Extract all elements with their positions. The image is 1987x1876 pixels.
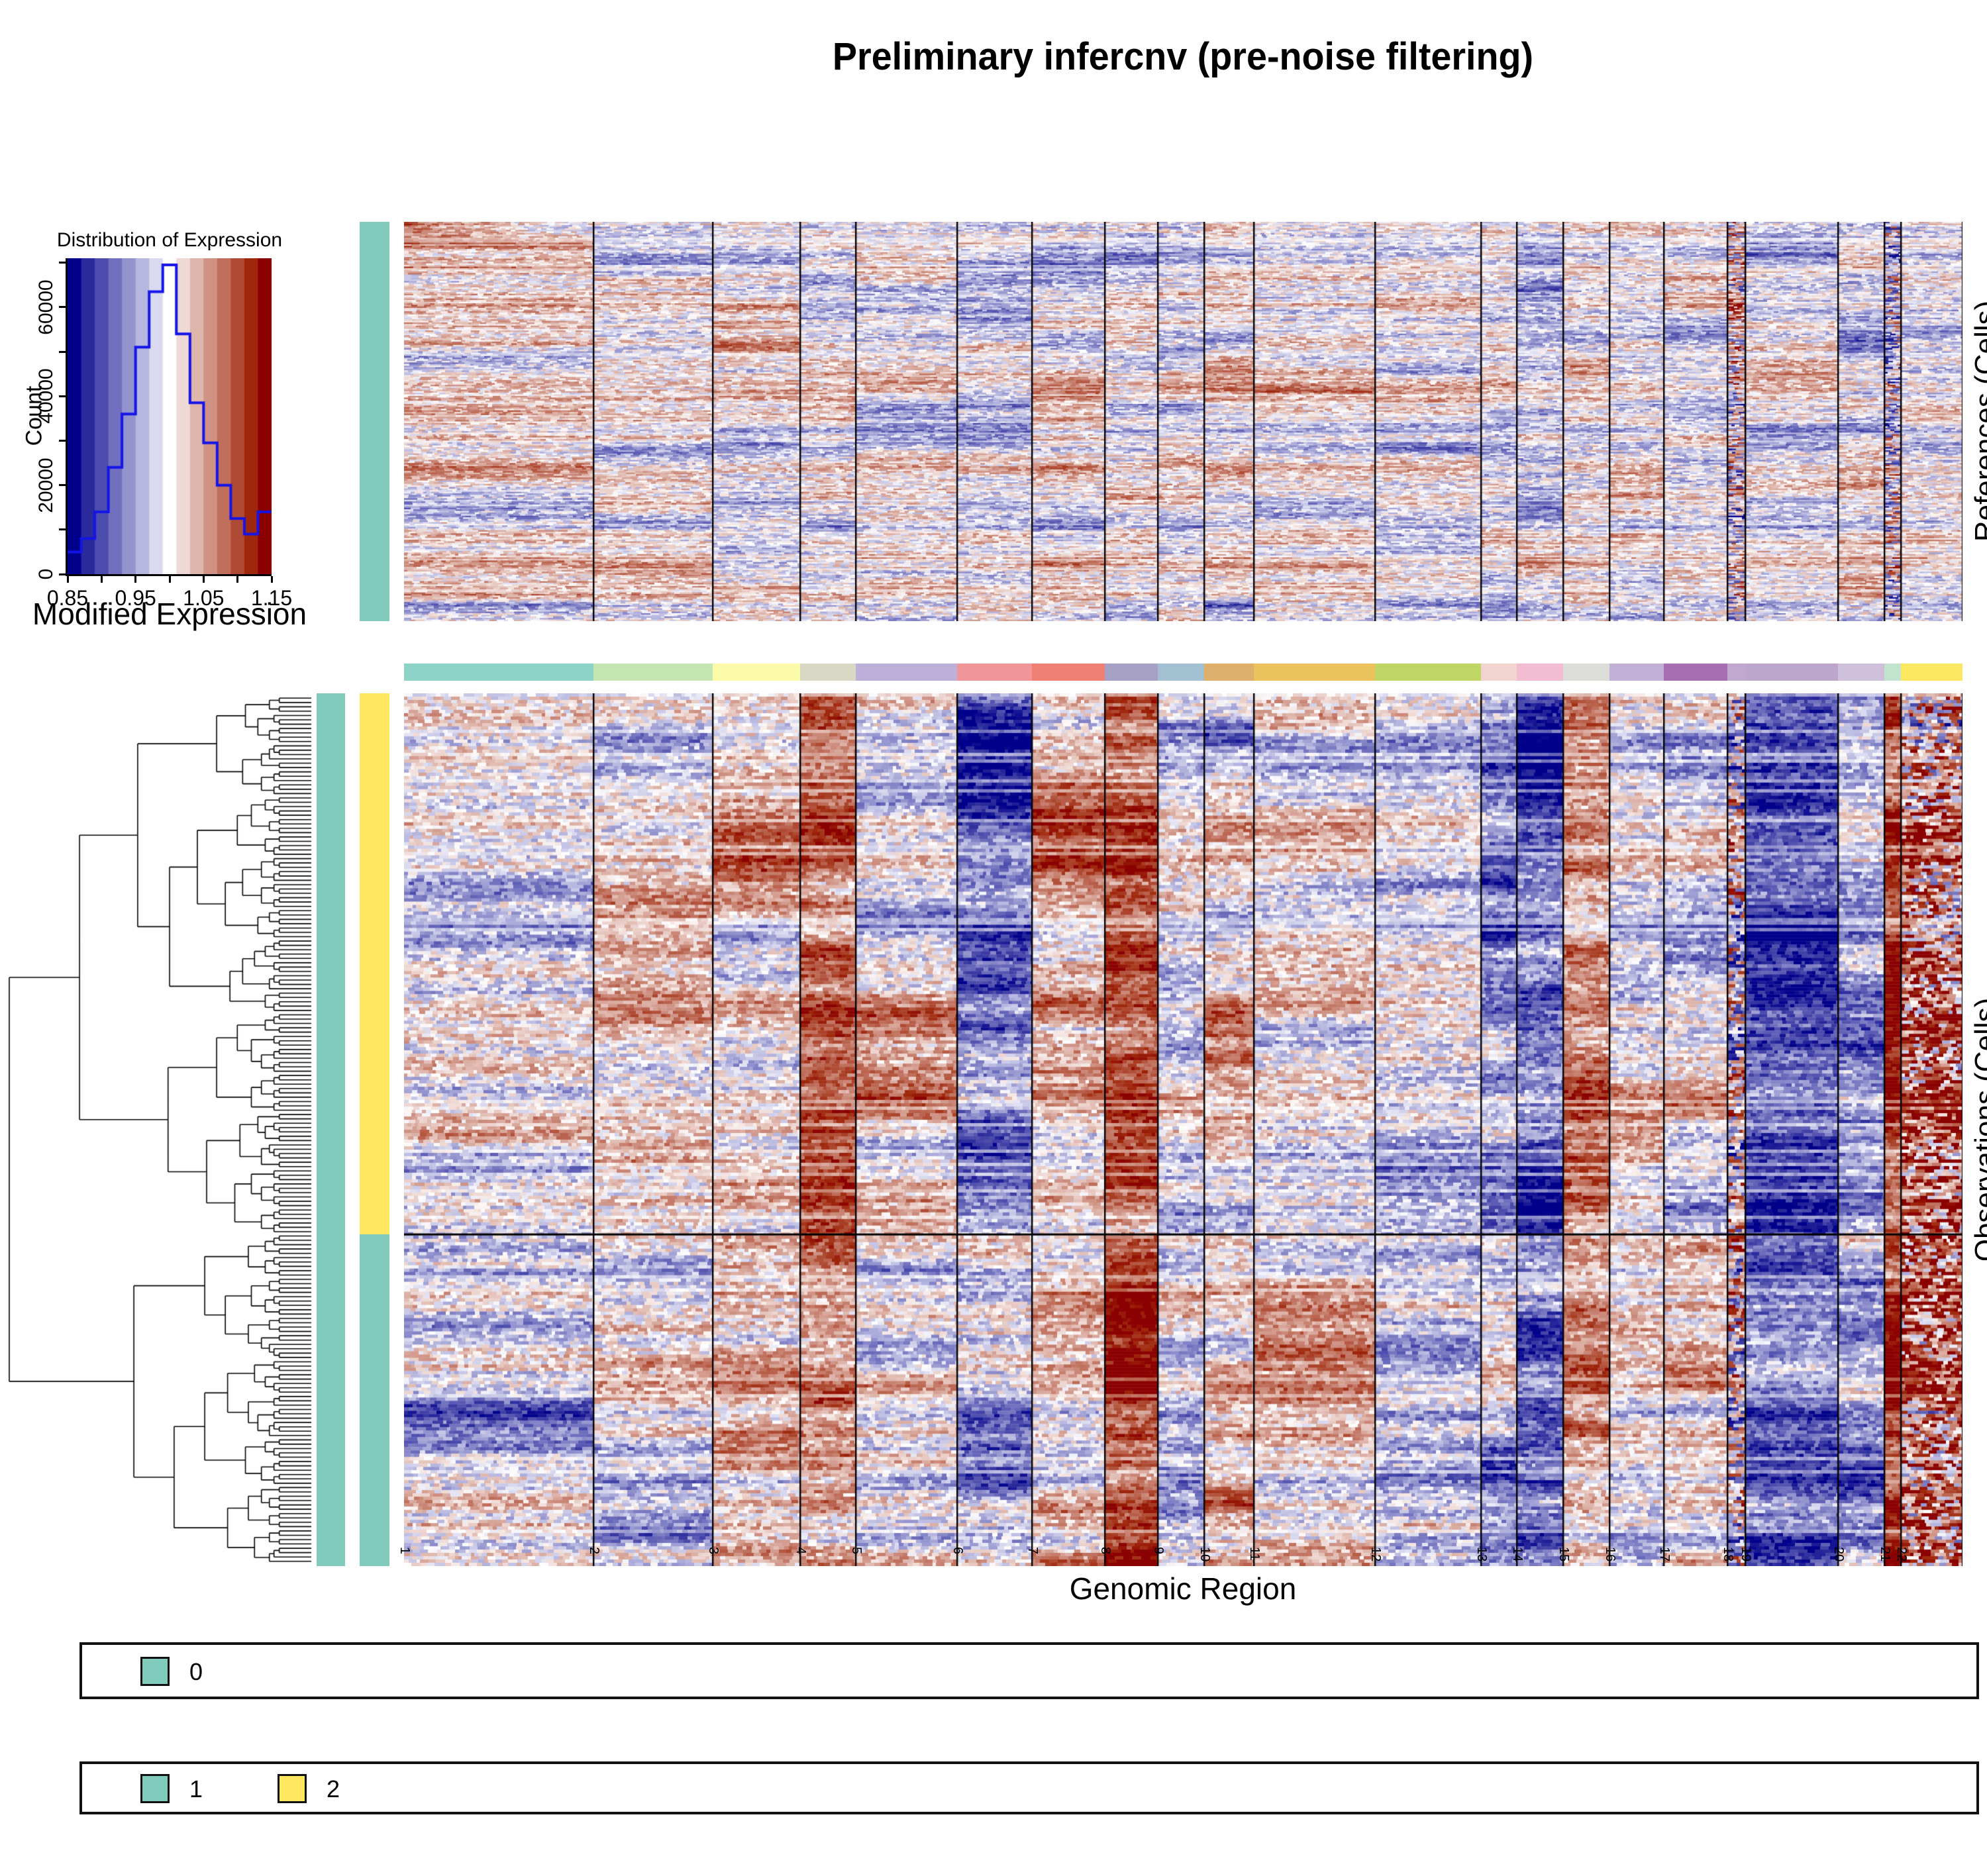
chromosome-tick-label-8: 8 <box>1098 1547 1113 1555</box>
chromosome-colorbar-segment-10 <box>1204 664 1254 681</box>
x-tick <box>202 576 205 583</box>
chromosome-tick-label-20: 20 <box>1831 1547 1846 1562</box>
chromosome-colorbar-segment-6 <box>957 664 1032 681</box>
chromosome-tick-label-14: 14 <box>1510 1547 1525 1562</box>
y-tick <box>59 395 66 397</box>
legend-label-group2: 2 <box>327 1775 340 1802</box>
observations-annotation-bar-1 <box>317 693 345 1566</box>
chromosome-colorbar-segment-15 <box>1563 664 1609 681</box>
chromosome-colorbar-segment-3 <box>713 664 800 681</box>
genomic-region-label: Genomic Region <box>1069 1571 1297 1606</box>
chromosome-colorbar-segment-5 <box>856 664 957 681</box>
expression-colorkey-histogram <box>68 258 272 574</box>
chromosome-colorbar-segment-16 <box>1609 664 1664 681</box>
chromosome-tick-label-22: 22 <box>1894 1547 1909 1562</box>
chromosome-colorbar-segment-7 <box>1032 664 1105 681</box>
legend-label-group0: 0 <box>189 1658 203 1685</box>
chromosome-tick-label-21: 21 <box>1878 1547 1892 1562</box>
chromosome-tick-label-12: 12 <box>1368 1547 1383 1562</box>
observations-heatmap <box>404 693 1962 1566</box>
y-tick <box>59 528 66 531</box>
y-tick <box>59 350 66 353</box>
chromosome-tick-label-17: 17 <box>1657 1547 1672 1562</box>
observations-group-legend: 1 2 <box>79 1761 1979 1814</box>
chromosome-colorbar-segment-17 <box>1664 664 1727 681</box>
chromosome-colorbar-segment-19 <box>1745 664 1838 681</box>
chromosome-tick-label-10: 10 <box>1197 1547 1212 1562</box>
chromosome-colorbar-segment-9 <box>1158 664 1204 681</box>
chromosome-colorbar-segment-1 <box>404 664 593 681</box>
x-tick <box>270 576 273 583</box>
x-tick <box>168 576 171 583</box>
observations-annotation-bar-2-cluster1 <box>360 1234 389 1566</box>
chromosome-colorbar <box>404 664 1962 681</box>
references-heatmap <box>404 222 1962 621</box>
chromosome-tick-label-7: 7 <box>1025 1547 1040 1555</box>
x-tick <box>100 576 103 583</box>
x-tick <box>66 576 69 583</box>
references-label: References (Cells) <box>1969 300 1987 542</box>
chromosome-tick-label-4: 4 <box>793 1547 808 1555</box>
chromosome-colorbar-segment-13 <box>1481 664 1517 681</box>
chromosome-tick-label-5: 5 <box>849 1547 864 1555</box>
x-tick <box>134 576 137 583</box>
y-tick-label: 60000 <box>35 279 57 335</box>
y-tick <box>59 439 66 442</box>
chromosome-tick-label-1: 1 <box>397 1547 412 1555</box>
chromosome-tick-label-3: 3 <box>706 1547 721 1555</box>
legend-label-group1: 1 <box>189 1775 203 1802</box>
chromosome-colorbar-segment-11 <box>1254 664 1375 681</box>
observations-label: Observations (Cells) <box>1969 997 1987 1262</box>
count-axis-label: Count <box>21 385 47 446</box>
chromosome-tick-label-16: 16 <box>1603 1547 1617 1562</box>
x-tick-label: 1.15 <box>250 586 293 610</box>
y-tick <box>59 262 66 264</box>
chromosome-tick-label-6: 6 <box>950 1547 965 1555</box>
observations-annotation-bar-2-cluster2 <box>360 693 389 1234</box>
x-tick-label: 1.05 <box>183 586 225 610</box>
references-annotation-bar <box>360 222 389 621</box>
distribution-title: Distribution of Expression <box>56 229 283 251</box>
x-tick <box>236 576 239 583</box>
y-tick-label: 0 <box>35 568 57 580</box>
y-tick <box>59 484 66 487</box>
y-tick <box>59 573 66 575</box>
legend-swatch-group2 <box>278 1774 307 1803</box>
references-group-legend: 0 <box>79 1642 1979 1699</box>
legend-swatch-group1 <box>140 1774 170 1803</box>
chromosome-colorbar-segment-21 <box>1884 664 1901 681</box>
chromosome-colorbar-segment-8 <box>1105 664 1158 681</box>
x-tick-label: 0.95 <box>115 586 156 610</box>
chromosome-colorbar-segment-14 <box>1517 664 1563 681</box>
modified-expression-axis-label: Modified Expression <box>32 597 307 631</box>
chromosome-tick-label-15: 15 <box>1556 1547 1571 1562</box>
legend-swatch-group0 <box>140 1657 170 1686</box>
y-tick-label: 20000 <box>35 457 57 513</box>
chromosome-tick-label-9: 9 <box>1151 1547 1166 1555</box>
chromosome-colorbar-segment-22 <box>1901 664 1962 681</box>
chromosome-tick-label-19: 19 <box>1739 1547 1753 1562</box>
chromosome-colorbar-segment-12 <box>1375 664 1481 681</box>
x-tick-label: 0.85 <box>46 586 89 610</box>
chromosome-colorbar-segment-20 <box>1838 664 1884 681</box>
chromosome-tick-label-13: 13 <box>1474 1547 1489 1562</box>
chromosome-colorbar-segment-18 <box>1727 664 1745 681</box>
x-axis-line <box>66 574 272 576</box>
chromosome-tick-label-2: 2 <box>587 1547 601 1555</box>
dendrogram <box>5 693 313 1566</box>
chromosome-tick-label-11: 11 <box>1247 1547 1262 1561</box>
chromosome-colorbar-segment-2 <box>593 664 713 681</box>
figure-title: Preliminary infercnv (pre-noise filterin… <box>832 35 1534 78</box>
chromosome-colorbar-segment-4 <box>800 664 856 681</box>
y-axis-line <box>66 258 68 574</box>
chromosome-tick-label-18: 18 <box>1721 1547 1735 1562</box>
y-tick <box>59 306 66 309</box>
